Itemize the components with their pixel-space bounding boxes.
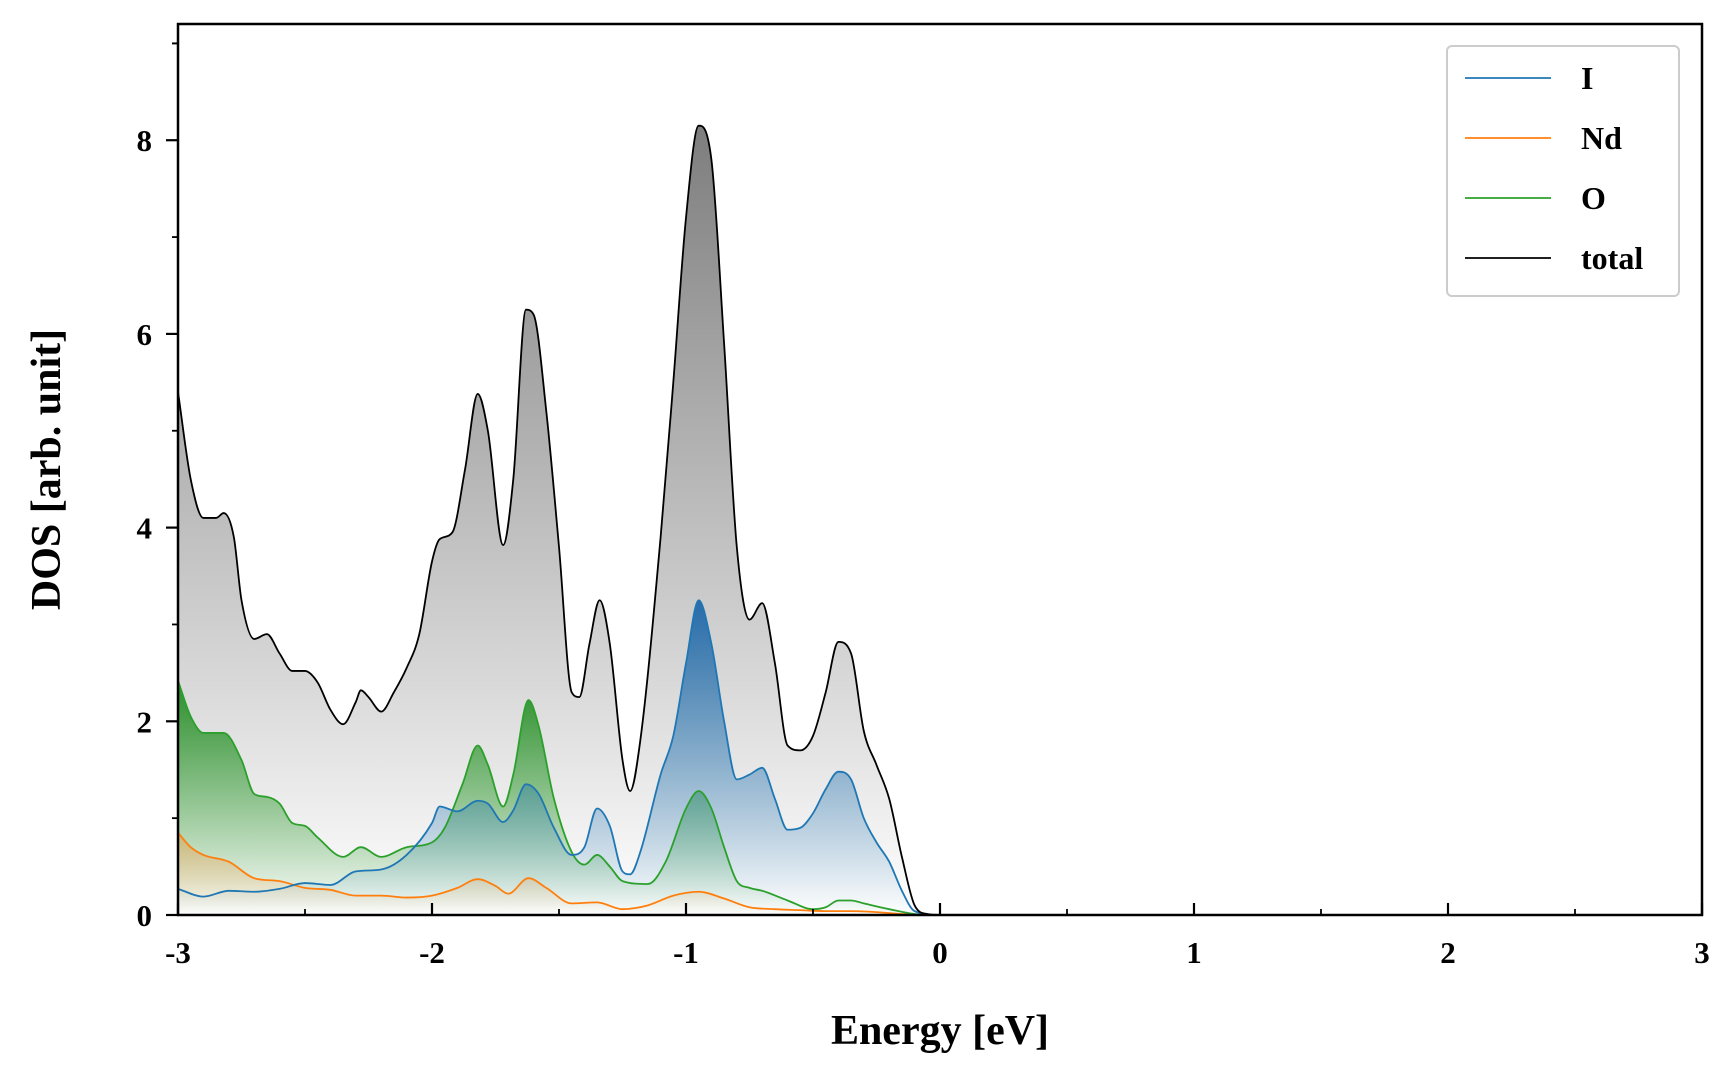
x-axis-label: Energy [eV]: [831, 1008, 1049, 1054]
line-nd: [177, 832, 1702, 916]
fill-nd: [178, 832, 1702, 915]
x-tick-label: -3: [165, 935, 191, 970]
line-total: [177, 124, 1702, 916]
tick-labels: -3 -2 -1 0 1 2 3 0 2 4 6 8: [137, 123, 1710, 970]
y-tick-label: 6: [137, 317, 153, 352]
x-tick-label: 3: [1694, 935, 1710, 970]
y-tick-label: 0: [137, 898, 153, 933]
legend-box: [1446, 45, 1680, 297]
line-i: [177, 599, 1702, 916]
y-tick-label: 4: [137, 511, 153, 546]
line-o: [177, 680, 1702, 916]
x-tick-label: -2: [419, 935, 445, 970]
y-axis-label: DOS [arb. unit]: [24, 329, 70, 610]
series-fills: [178, 125, 1702, 915]
legend-label-i: I: [1581, 60, 1593, 96]
y-tick-label: 2: [137, 704, 153, 739]
axis-ticks: [166, 42, 1704, 917]
y-tick-label: 8: [137, 123, 153, 158]
series-lines: [177, 124, 1702, 916]
x-tick-label: 0: [932, 935, 948, 970]
fill-total: [178, 125, 1702, 915]
legend-label-o: O: [1581, 180, 1606, 216]
x-tick-label: 2: [1440, 935, 1456, 970]
legend-label-total: total: [1581, 240, 1643, 276]
x-tick-label: -1: [673, 935, 699, 970]
x-tick-label: 1: [1186, 935, 1202, 970]
legend-label-nd: Nd: [1581, 120, 1622, 156]
